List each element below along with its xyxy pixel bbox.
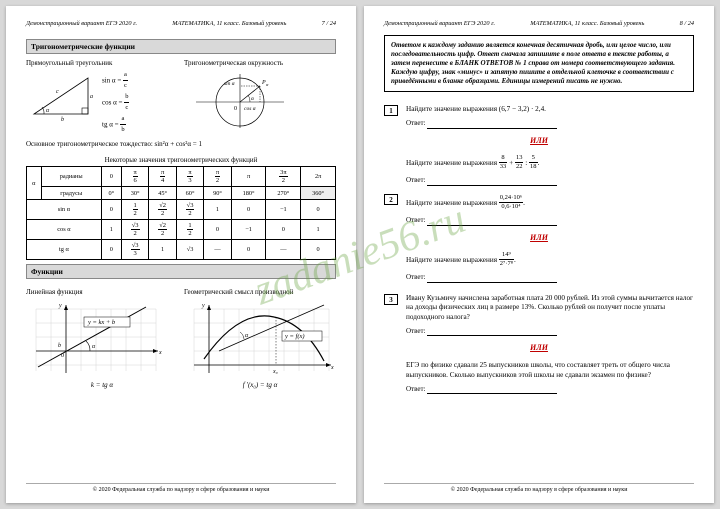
trig-row: Прямоугольный треугольник α a b c sin α …	[26, 59, 336, 135]
svg-text:c: c	[56, 89, 59, 95]
task-2b: Найдите значение выражения 14⁹2⁷·7⁸. Отв…	[384, 251, 694, 283]
task-1a-text: Найдите значение выражения (6,7 − 3,2) ·…	[406, 105, 694, 115]
or-3: ИЛИ	[384, 343, 694, 352]
task-3a-text: Ивану Кузьмичу начислена заработная плат…	[406, 294, 694, 323]
svg-text:cos α: cos α	[244, 106, 256, 112]
answer-1b: Ответ:	[406, 176, 694, 185]
functions-row: Линейная функция α x y b 0 y = kx + b	[26, 288, 336, 389]
svg-text:x: x	[158, 350, 162, 356]
section-func-title: Функции	[26, 264, 336, 279]
footer-right: © 2020 Федеральная служба по надзору в с…	[384, 483, 694, 493]
task-3-number: 3	[384, 294, 398, 305]
svg-text:y: y	[201, 303, 205, 309]
svg-text:0: 0	[234, 106, 237, 112]
svg-text:0: 0	[61, 353, 64, 359]
task-1b: Найдите значение выражения 833 + 1322 : …	[384, 154, 694, 186]
svg-text:y = f(x): y = f(x)	[284, 333, 305, 340]
answer-3a: Ответ:	[406, 327, 694, 336]
svg-text:y = kx + b: y = kx + b	[87, 319, 116, 326]
tri-subtitle: Прямоугольный треугольник	[26, 59, 178, 67]
task-3b-text: ЕГЭ по физике сдавали 25 выпускников шко…	[406, 361, 694, 380]
page-right: Демонстрационный вариант ЕГЭ 2020 г. МАТ…	[364, 6, 714, 503]
hdr-page: 7 / 24	[322, 20, 336, 27]
svg-text:a: a	[90, 94, 93, 100]
task-3b: ЕГЭ по физике сдавали 25 выпускников шко…	[384, 361, 694, 394]
header-right: Демонстрационный вариант ЕГЭ 2020 г. МАТ…	[384, 20, 694, 27]
task-3: 3 Ивану Кузьмичу начислена заработная пл…	[384, 294, 694, 337]
svg-text:α: α	[46, 108, 50, 114]
triangle-block: Прямоугольный треугольник α a b c sin α …	[26, 59, 178, 135]
answer-2a: Ответ:	[406, 216, 694, 225]
circle-subtitle: Тригонометрическая окружность	[184, 59, 336, 67]
page-left: Демонстрационный вариант ЕГЭ 2020 г. МАТ…	[6, 6, 356, 503]
task-2b-text: Найдите значение выражения 14⁹2⁷·7⁸.	[406, 251, 694, 270]
table-title: Некоторые значения тригонометрических фу…	[26, 156, 336, 164]
trig-table: α радианы 0 π6 π4 π3 π2 π 3π2 2π градусы…	[26, 166, 336, 260]
or-2: ИЛИ	[384, 233, 694, 242]
svg-text:x₀: x₀	[272, 369, 278, 375]
linear-block: Линейная функция α x y b 0 y = kx + b	[26, 288, 178, 389]
answer-3b: Ответ:	[406, 385, 694, 394]
svg-text:x: x	[330, 365, 334, 371]
deriv-block: Геометрический смысл производной α x₀ x …	[184, 288, 336, 389]
circle-block: Тригонометрическая окружность α Pα sin α…	[184, 59, 336, 135]
triangle-figure: α a b c	[26, 70, 96, 122]
svg-text:α: α	[266, 82, 269, 87]
svg-text:y: y	[58, 303, 62, 309]
hdr-subj: МАТЕМАТИКА, 11 класс. Базовый уровень	[172, 20, 286, 27]
answer-2b: Ответ:	[406, 273, 694, 282]
task-1b-text: Найдите значение выражения 833 + 1322 : …	[406, 154, 694, 173]
svg-text:α: α	[92, 344, 96, 350]
svg-text:α: α	[251, 96, 254, 102]
task-1-number: 1	[384, 105, 398, 116]
deriv-graph: α x₀ x y y = f(x)	[184, 299, 334, 381]
task-1: 1 Найдите значение выражения (6,7 − 3,2)…	[384, 105, 694, 128]
hdr-doc: Демонстрационный вариант ЕГЭ 2020 г.	[26, 20, 137, 27]
cell: 0	[101, 167, 121, 187]
answer-1a: Ответ:	[406, 119, 694, 128]
section-trig-title: Тригонометрические функции	[26, 39, 336, 54]
task-2: 2 Найдите значение выражения 0,24·10⁶0,6…	[384, 194, 694, 226]
header-left: Демонстрационный вариант ЕГЭ 2020 г. МАТ…	[26, 20, 336, 27]
svg-text:b: b	[58, 343, 61, 349]
svg-text:b: b	[61, 117, 64, 122]
task-2-number: 2	[384, 194, 398, 205]
svg-text:sin α: sin α	[224, 81, 235, 87]
instruction-box: Ответом к каждому заданию является конеч…	[384, 35, 694, 92]
task-2a-text: Найдите значение выражения 0,24·10⁶0,6·1…	[406, 194, 694, 213]
linear-graph: α x y b 0 y = kx + b	[26, 299, 166, 381]
trig-formulas: sin α = ac cos α = bc tg α = ab	[102, 70, 129, 135]
or-1: ИЛИ	[384, 136, 694, 145]
trig-identity: Основное тригонометрическое тождество: s…	[26, 140, 336, 148]
footer-left: © 2020 Федеральная служба по надзору в с…	[26, 483, 336, 493]
unit-circle-figure: α Pα sin α cos α 0	[184, 70, 294, 130]
